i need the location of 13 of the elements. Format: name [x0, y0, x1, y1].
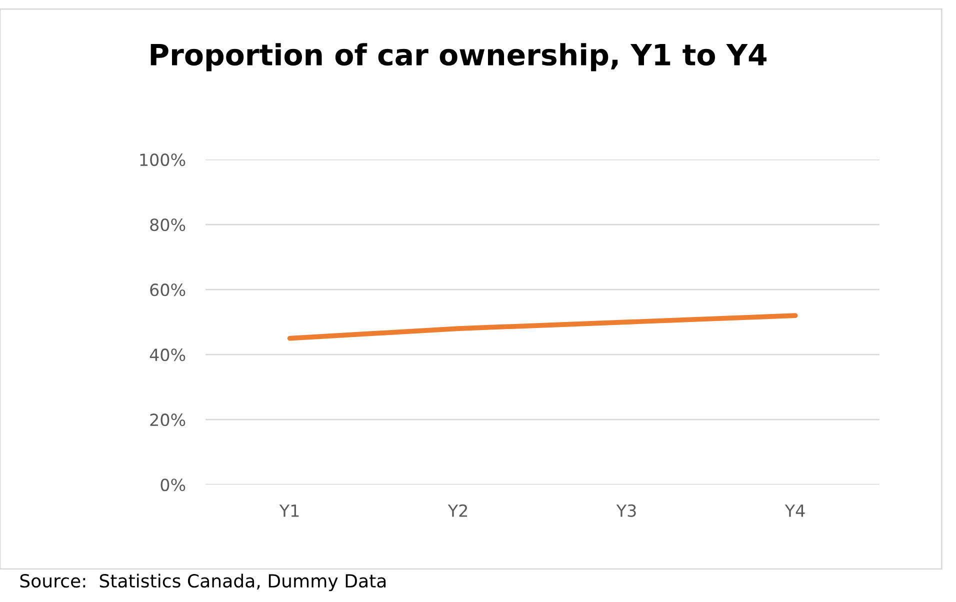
line-series [287, 313, 798, 341]
x-tick-label: Y1 [279, 504, 299, 517]
y-tick-label: 100% [140, 153, 186, 166]
source-note: Source: Statistics Canada, Dummy Data [20, 574, 386, 592]
chart-title: Proportion of car ownership, Y1 to Y4 [150, 43, 766, 72]
y-tick-label: 80% [150, 218, 186, 232]
y-tick-label: 0% [160, 478, 186, 492]
x-tick-label: Y4 [784, 504, 805, 517]
x-tick-label: Y3 [616, 504, 636, 517]
x-tick-label: Y2 [448, 504, 468, 517]
y-tick-label: 60% [150, 284, 186, 296]
y-tick-label: 20% [150, 414, 186, 426]
y-tick-label: 40% [150, 348, 186, 362]
